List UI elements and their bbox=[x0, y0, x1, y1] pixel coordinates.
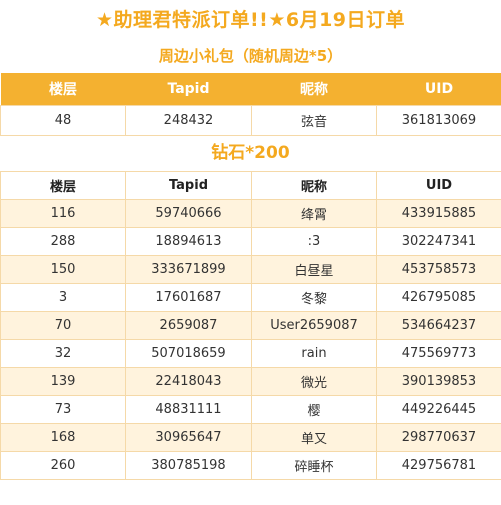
cell-floor: 32 bbox=[0, 338, 126, 368]
cell-nickname: 单又 bbox=[251, 422, 377, 452]
table-row: 73 48831111 樱 449226445 bbox=[0, 394, 501, 424]
cell-floor: 48 bbox=[0, 104, 126, 136]
column-header-tapid: Tapid bbox=[125, 170, 252, 200]
table-row: 260 380785198 碎睡杯 429756781 bbox=[0, 450, 501, 480]
table-row: 48 248432 弦音 361813069 bbox=[0, 104, 501, 136]
cell-nickname: 碎睡杯 bbox=[251, 450, 377, 480]
cell-tapid: 248432 bbox=[125, 104, 252, 136]
cell-floor: 260 bbox=[0, 450, 126, 480]
cell-tapid: 507018659 bbox=[125, 338, 252, 368]
cell-nickname: User2659087 bbox=[251, 310, 377, 340]
cell-tapid: 18894613 bbox=[125, 226, 252, 256]
table-row: 70 2659087 User2659087 534664237 bbox=[0, 310, 501, 340]
cell-tapid: 30965647 bbox=[125, 422, 252, 452]
cell-tapid: 2659087 bbox=[125, 310, 252, 340]
section-title-gift-pack: 周边小礼包（随机周边*5） bbox=[158, 47, 343, 65]
cell-nickname: 绛霄 bbox=[251, 198, 377, 228]
cell-tapid: 380785198 bbox=[125, 450, 252, 480]
cell-uid: 433915885 bbox=[376, 198, 501, 228]
diamonds-header-row: 楼层 Tapid 昵称 UID bbox=[0, 170, 501, 200]
cell-uid: 534664237 bbox=[376, 310, 501, 340]
cell-uid: 426795085 bbox=[376, 282, 501, 312]
section-title-diamonds: 钻石*200 bbox=[211, 142, 290, 163]
gift-pack-header-row: 楼层 Tapid 昵称 UID bbox=[0, 73, 501, 105]
cell-uid: 453758573 bbox=[376, 254, 501, 284]
page-title: ★助理君特派订单!!★6月19日订单 bbox=[95, 9, 406, 31]
cell-tapid: 22418043 bbox=[125, 366, 252, 396]
column-header-floor: 楼层 bbox=[0, 73, 126, 105]
gift-pack-table: 楼层 Tapid 昵称 UID 48 248432 弦音 361813069 bbox=[0, 73, 501, 136]
table-row: 168 30965647 单又 298770637 bbox=[0, 422, 501, 452]
diamonds-table: 楼层 Tapid 昵称 UID 116 59740666 绛霄 43391588… bbox=[0, 170, 501, 480]
cell-floor: 3 bbox=[0, 282, 126, 312]
column-header-uid: UID bbox=[376, 73, 501, 105]
table-row: 288 18894613 :3 302247341 bbox=[0, 226, 501, 256]
cell-tapid: 333671899 bbox=[125, 254, 252, 284]
column-header-tapid: Tapid bbox=[125, 73, 252, 105]
cell-nickname: 白昼星 bbox=[251, 254, 377, 284]
cell-floor: 168 bbox=[0, 422, 126, 452]
column-header-nickname: 昵称 bbox=[251, 73, 377, 105]
cell-nickname: 微光 bbox=[251, 366, 377, 396]
cell-nickname: :3 bbox=[251, 226, 377, 256]
cell-nickname: 弦音 bbox=[251, 104, 377, 136]
cell-tapid: 59740666 bbox=[125, 198, 252, 228]
cell-uid: 475569773 bbox=[376, 338, 501, 368]
table-row: 139 22418043 微光 390139853 bbox=[0, 366, 501, 396]
cell-nickname: 樱 bbox=[251, 394, 377, 424]
cell-tapid: 48831111 bbox=[125, 394, 252, 424]
cell-floor: 139 bbox=[0, 366, 126, 396]
table-row: 3 17601687 冬黎 426795085 bbox=[0, 282, 501, 312]
table-row: 32 507018659 rain 475569773 bbox=[0, 338, 501, 368]
cell-floor: 116 bbox=[0, 198, 126, 228]
cell-floor: 73 bbox=[0, 394, 126, 424]
cell-uid: 298770637 bbox=[376, 422, 501, 452]
cell-tapid: 17601687 bbox=[125, 282, 252, 312]
cell-nickname: rain bbox=[251, 338, 377, 368]
table-row: 116 59740666 绛霄 433915885 bbox=[0, 198, 501, 228]
column-header-uid: UID bbox=[376, 170, 501, 200]
cell-nickname: 冬黎 bbox=[251, 282, 377, 312]
cell-uid: 302247341 bbox=[376, 226, 501, 256]
column-header-floor: 楼层 bbox=[0, 170, 126, 200]
cell-floor: 288 bbox=[0, 226, 126, 256]
column-header-nickname: 昵称 bbox=[251, 170, 377, 200]
table-row: 150 333671899 白昼星 453758573 bbox=[0, 254, 501, 284]
cell-uid: 390139853 bbox=[376, 366, 501, 396]
cell-floor: 70 bbox=[0, 310, 126, 340]
cell-uid: 361813069 bbox=[376, 104, 501, 136]
cell-uid: 429756781 bbox=[376, 450, 501, 480]
cell-uid: 449226445 bbox=[376, 394, 501, 424]
cell-floor: 150 bbox=[0, 254, 126, 284]
